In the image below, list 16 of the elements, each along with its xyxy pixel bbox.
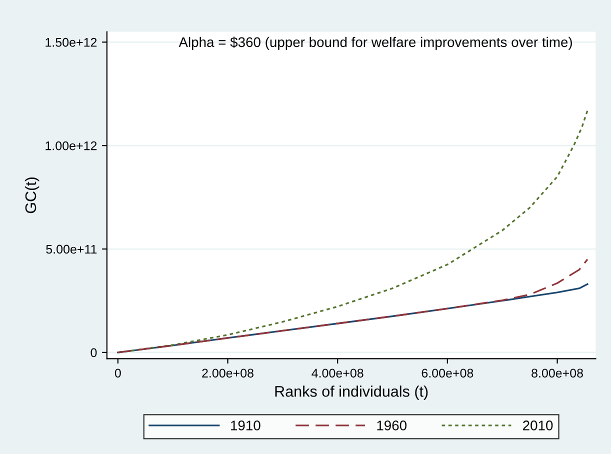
- y-tick-label: 5.00e+11: [46, 244, 97, 254]
- x-axis-title: Ranks of individuals (t): [275, 386, 428, 400]
- line-series: [117, 258, 588, 354]
- annotation: Alpha = $360 (upper bound for welfare improvements over time): [178, 36, 572, 50]
- legend-label: 1960: [377, 420, 407, 430]
- y-tick-label: 1.50e+12: [46, 38, 97, 47]
- x-tick-label: 6.00e+08: [422, 368, 474, 378]
- x-tick-label: 8.00e+08: [532, 368, 583, 378]
- y-tick-label: 1.00e+12: [46, 141, 97, 150]
- x-tick-label: 0: [114, 368, 121, 378]
- legend-label: 2010: [523, 420, 553, 430]
- x-tick-label: 4.00e+08: [312, 368, 364, 378]
- y-axis-title: GC(t): [24, 178, 40, 214]
- x-tick-label: 2.00e+08: [202, 368, 254, 378]
- y-tick-label: 0: [90, 348, 97, 358]
- legend-label: 1910: [231, 420, 260, 430]
